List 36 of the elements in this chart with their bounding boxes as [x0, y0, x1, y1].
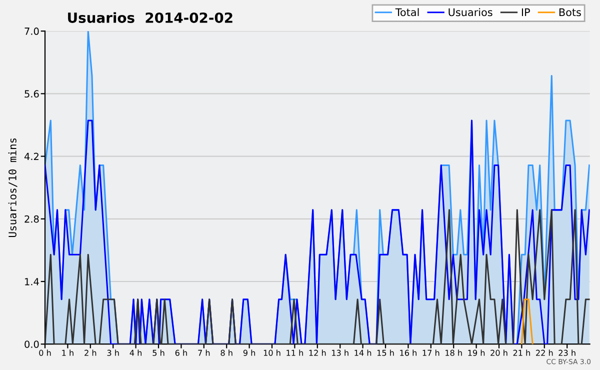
y-tick-label: 7.0 — [24, 28, 39, 35]
y-tick-label: 4.2 — [24, 152, 38, 160]
legend-label: Total — [395, 8, 419, 16]
y-tick-label: 5.6 — [24, 90, 39, 98]
x-tick-label: 21 h — [513, 350, 530, 356]
x-tick-label: 20 h — [490, 350, 508, 356]
y-tick-label: 0.0 — [24, 340, 39, 348]
legend-label: IP — [522, 8, 530, 16]
x-tick-label: 13 h — [332, 350, 348, 356]
x-tick-label: 0 h — [39, 350, 51, 356]
x-tick-label: 9 h — [243, 350, 256, 356]
y-axis-title: Usuarios/10 mins — [8, 138, 18, 238]
x-tick-label: 17 h — [422, 350, 440, 356]
legend-label: Usuarios — [448, 8, 492, 16]
x-tick-label: 16 h — [400, 350, 416, 356]
x-tick-label: 11 h — [286, 350, 303, 356]
x-tick-label: 1 h — [62, 350, 74, 356]
x-tick-label: 7 h — [198, 350, 210, 356]
x-tick-label: 8 h — [220, 350, 232, 356]
x-tick-label: 2 h — [84, 350, 96, 356]
x-tick-label: 10 h — [264, 350, 280, 356]
x-tick-label: 6 h — [175, 350, 187, 356]
x-tick-label: 3 h — [107, 350, 119, 356]
x-tick-label: 22 h — [536, 350, 553, 356]
x-tick-label: 4 h — [130, 350, 142, 356]
x-tick-label: 5 h — [152, 350, 164, 356]
x-tick-label: 15 h — [377, 350, 394, 356]
chart-title: Usuarios 2014-02-02 — [68, 12, 232, 23]
y-tick-label: 2.8 — [24, 215, 39, 223]
y-tick-label: 1.4 — [25, 278, 39, 286]
legend-label: Bots — [559, 8, 581, 16]
x-tick-label: 18 h — [446, 350, 462, 356]
x-tick-label: 19 h — [468, 350, 485, 356]
x-tick-label: 12 h — [309, 350, 326, 356]
x-tick-label: 14 h — [354, 350, 372, 356]
x-tick-label: 23 h — [558, 350, 576, 356]
